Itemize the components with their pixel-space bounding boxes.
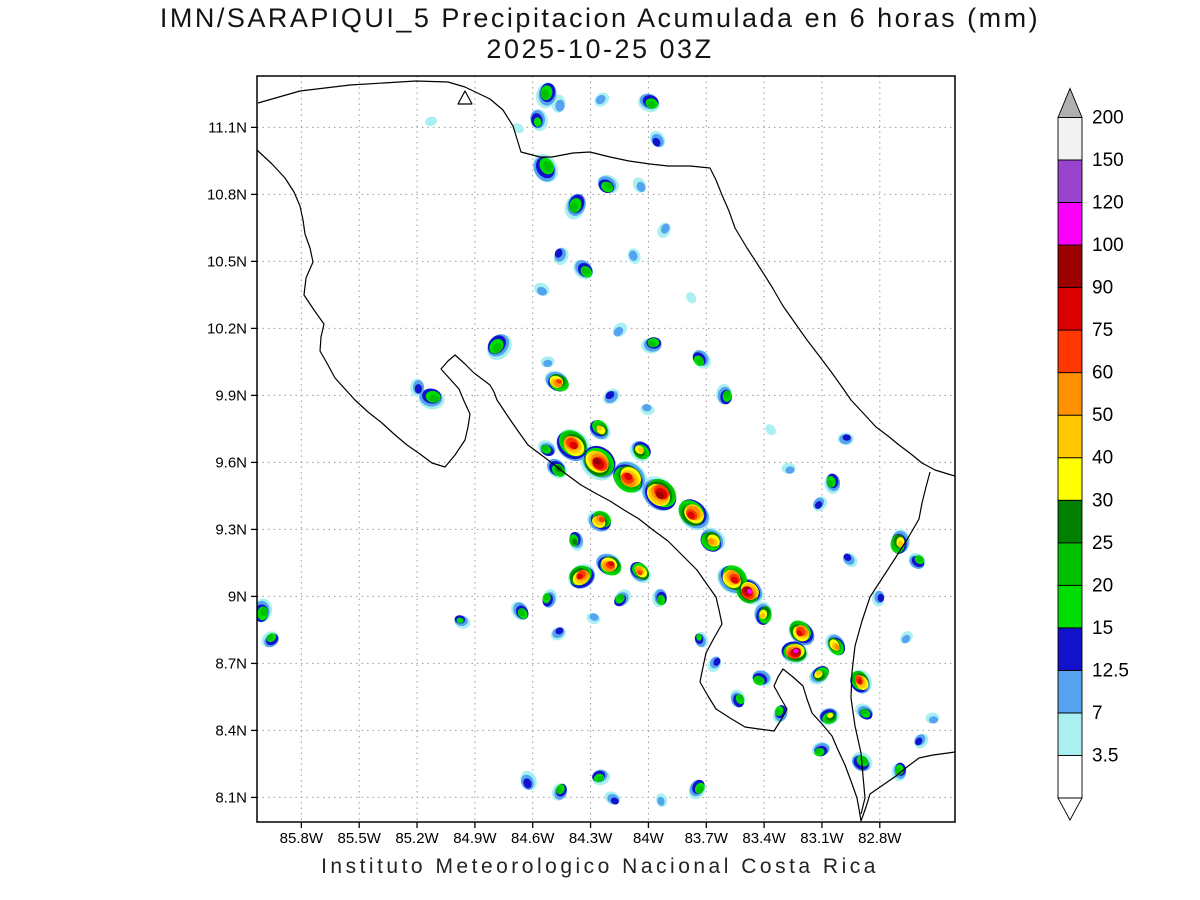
y-tick-label: 11.1N [208, 119, 247, 136]
y-tick-label: 8.1N [215, 789, 247, 806]
colorbar-label: 50 [1092, 405, 1113, 426]
x-tick-label: 83.4W [742, 830, 786, 847]
axis-ticks [251, 126, 881, 828]
colorbar-over-arrow [1057, 87, 1083, 118]
colorbar-label: 200 [1092, 107, 1124, 128]
island-marker [457, 90, 473, 105]
colorbar-label: 25 [1092, 533, 1113, 554]
colorbar-label: 60 [1092, 363, 1113, 384]
colorbar-label: 100 [1092, 235, 1124, 256]
x-tick-label: 83.1W [800, 830, 844, 847]
colorbar [1057, 87, 1083, 821]
y-tick-label: 8.4N [215, 722, 247, 739]
chart-title-line1: IMN/SARAPIQUI_5 Precipitacion Acumulada … [159, 3, 1041, 33]
x-tick-label: 84.6W [511, 830, 555, 847]
colorbar-label: 3.5 [1092, 746, 1118, 767]
x-tick-label: 85.8W [280, 830, 324, 847]
y-tick-label: 8.7N [215, 655, 247, 672]
y-tick-label: 9.6N [215, 454, 247, 471]
x-tick-label: 85.2W [395, 830, 439, 847]
x-tick-label: 85.5W [338, 830, 382, 847]
colorbar-labels: 3.5 7 12.5 15 20 25 30 40 50 60 75 90 100 120 150 200 [1092, 107, 1129, 766]
precipitation-shading [257, 82, 940, 808]
colorbar-under-arrow [1057, 797, 1083, 821]
colorbar-label: 150 [1092, 150, 1124, 171]
colorbar-label: 20 [1092, 575, 1113, 596]
x-tick-label: 84.3W [569, 830, 613, 847]
y-tick-label: 10.2N [207, 320, 247, 337]
graticule [257, 76, 955, 822]
y-axis-labels: 11.1N 10.8N 10.5N 10.2N 9.9N 9.6N 9.3N 9N 8.7N 8.… [207, 119, 247, 806]
x-tick-label: 83.7W [685, 830, 729, 847]
coastline [257, 80, 955, 822]
y-tick-label: 9.3N [215, 521, 247, 538]
chart-title-line2: 2025-10-25 03Z [486, 34, 714, 64]
colorbar-label: 120 [1092, 192, 1124, 213]
x-tick-label: 82.8W [858, 830, 902, 847]
footer-attribution: Instituto Meteorologico Nacional Costa R… [321, 855, 879, 878]
colorbar-label: 30 [1092, 490, 1113, 511]
colorbar-label: 75 [1092, 320, 1113, 341]
x-axis-labels: 85.8W 85.5W 85.2W 84.9W 84.6W 84.3W 84W 83.7W 83… [280, 830, 903, 847]
y-tick-label: 9N [228, 588, 247, 605]
colorbar-label: 12.5 [1092, 660, 1129, 681]
map-frame [256, 75, 956, 823]
colorbar-label: 15 [1092, 618, 1113, 639]
colorbar-label: 90 [1092, 278, 1113, 299]
x-tick-label: 84W [633, 830, 665, 847]
colorbar-label: 7 [1092, 703, 1103, 724]
chart-title: IMN/SARAPIQUI_5 Precipitacion Acumulada … [0, 3, 1200, 65]
x-tick-label: 84.9W [453, 830, 497, 847]
y-tick-label: 10.8N [207, 186, 247, 203]
y-tick-label: 10.5N [207, 253, 247, 270]
y-tick-label: 9.9N [215, 387, 247, 404]
colorbar-label: 40 [1092, 448, 1113, 469]
